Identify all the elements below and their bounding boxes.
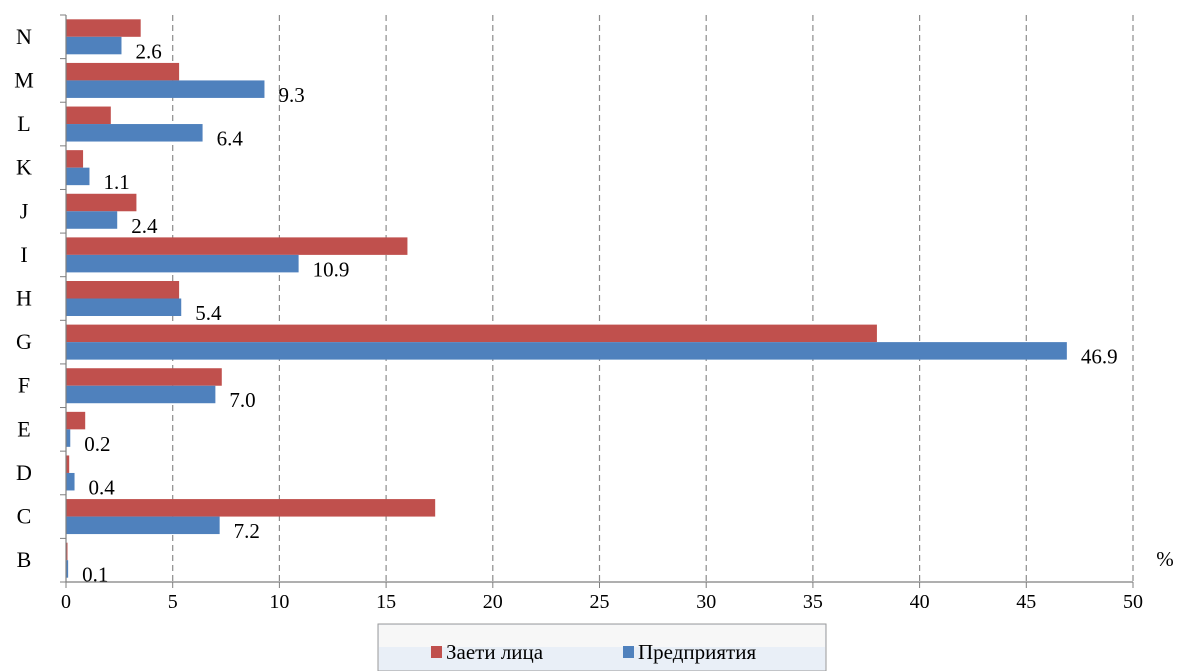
- bar-employed: [66, 281, 180, 299]
- data-label: 7.2: [234, 519, 260, 543]
- bar-enterprises: [66, 124, 203, 142]
- bar-employed: [66, 542, 68, 561]
- bar-employed: [66, 237, 408, 255]
- axes: [60, 14, 1134, 588]
- bar-enterprises: [66, 254, 299, 273]
- data-label: 0.4: [89, 475, 116, 499]
- data-label: 7.0: [229, 388, 255, 412]
- category-label: K: [16, 155, 32, 180]
- category-label: G: [16, 329, 32, 354]
- x-tick-label: 15: [376, 591, 396, 613]
- bar-employed: [66, 150, 84, 168]
- data-label: 10.9: [313, 257, 350, 281]
- x-tick-label: 25: [590, 591, 610, 613]
- bar-employed: [66, 324, 877, 343]
- category-label: F: [18, 373, 30, 398]
- bar-enterprises: [66, 472, 75, 491]
- category-label: D: [16, 460, 32, 485]
- data-label: 5.4: [195, 301, 222, 325]
- bar-employed: [66, 411, 86, 430]
- category-label: C: [17, 504, 32, 529]
- legend-swatch: [431, 646, 442, 658]
- x-tick-label: 10: [269, 591, 289, 613]
- category-label: L: [17, 111, 30, 136]
- legend-label: Предприятия: [638, 640, 756, 664]
- data-label: 9.3: [278, 83, 304, 107]
- x-tick-label: 40: [910, 591, 930, 613]
- category-label: B: [17, 547, 32, 572]
- bar-employed: [66, 106, 111, 125]
- data-label: 2.4: [131, 214, 158, 238]
- data-label: 0.2: [84, 432, 110, 456]
- category-label: H: [16, 286, 32, 311]
- category-label: M: [14, 67, 34, 92]
- x-tick-label: 20: [483, 591, 503, 613]
- bar-enterprises: [66, 516, 220, 535]
- category-label: N: [16, 24, 32, 49]
- grid-lines: [172, 15, 1134, 582]
- bars: [66, 19, 1067, 578]
- bar-enterprises: [66, 429, 71, 447]
- data-label: 2.6: [135, 39, 161, 63]
- bar-employed: [66, 499, 436, 517]
- category-label: E: [17, 416, 30, 441]
- data-label: 46.9: [1081, 345, 1118, 369]
- data-label: 0.1: [82, 563, 108, 587]
- bar-employed: [66, 455, 70, 473]
- x-unit-label: %: [1156, 547, 1174, 571]
- x-tick-label: 0: [61, 591, 71, 613]
- bar-employed: [66, 19, 141, 37]
- x-tick-label: 5: [168, 591, 178, 613]
- x-tick-label: 30: [696, 591, 716, 613]
- bar-enterprises: [66, 560, 69, 578]
- x-tick-label: 50: [1123, 591, 1143, 613]
- bar-employed: [66, 368, 222, 386]
- data-label: 6.4: [217, 127, 244, 151]
- bar-enterprises: [66, 36, 122, 55]
- x-tick-labels: 0 5 10 15 20 25 30 35 40 45 50: [61, 591, 1143, 613]
- category-label: I: [20, 242, 27, 267]
- bar-enterprises: [66, 342, 1067, 360]
- legend-highlight: [379, 625, 825, 647]
- bar-enterprises: [66, 298, 182, 316]
- data-labels: 2.6 9.3 6.4 1.12.4 10.9 5.4 46.9 7.0 0.2 0.4 7.2 0.…: [82, 39, 1117, 586]
- legend: Заети лица Предприятия: [377, 623, 827, 671]
- category-label: J: [20, 198, 29, 223]
- bar-employed: [66, 62, 180, 81]
- x-tick-label: 35: [803, 591, 823, 613]
- bar-enterprises: [66, 385, 216, 404]
- legend-label: Заети лица: [446, 640, 544, 664]
- x-tick-label: 45: [1016, 591, 1036, 613]
- legend-swatch: [623, 646, 634, 658]
- bar-employed: [66, 193, 137, 212]
- bar-enterprises: [66, 167, 90, 186]
- data-label: 1.1: [103, 170, 129, 194]
- bar-enterprises: [66, 211, 118, 229]
- bar-enterprises: [66, 80, 265, 98]
